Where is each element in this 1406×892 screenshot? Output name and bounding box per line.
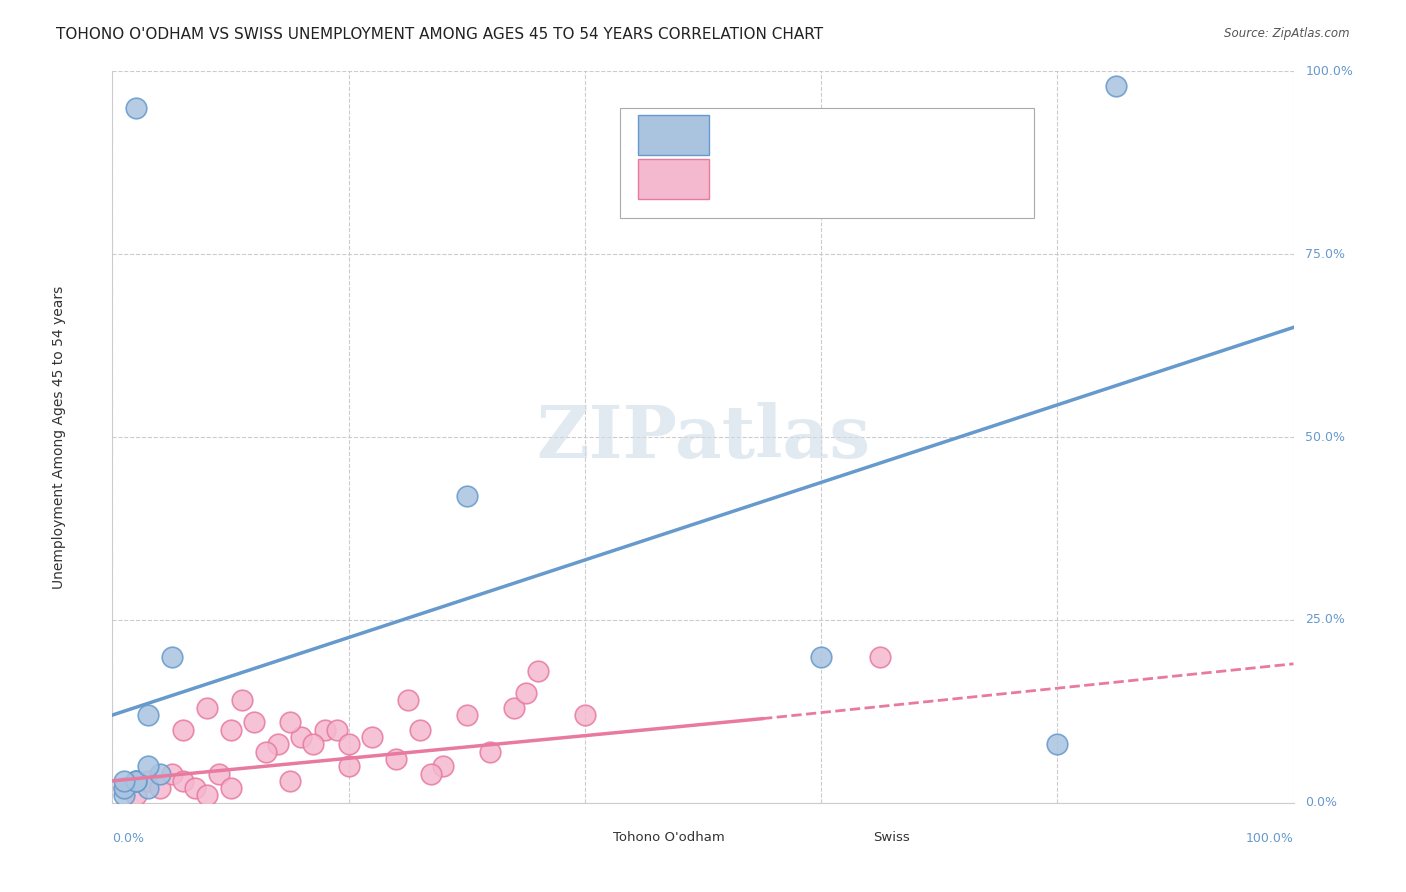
Point (172, 773, 194, 788)
Text: 0.0%: 0.0% (1305, 797, 1337, 809)
Point (219, 781, 242, 796)
Point (456, 489, 478, 503)
Point (479, 745, 502, 759)
Point (219, 723, 242, 737)
Point (112, 781, 135, 796)
FancyBboxPatch shape (638, 115, 709, 155)
Point (278, 715, 301, 730)
Point (195, 789, 218, 803)
Point (302, 737, 325, 751)
Point (503, 700, 526, 714)
Point (172, 723, 194, 737)
FancyBboxPatch shape (817, 822, 866, 853)
Point (254, 745, 277, 759)
Text: N =: N = (839, 128, 872, 144)
Point (515, 686, 537, 700)
Point (149, 766, 172, 780)
Text: R =: R = (721, 128, 752, 144)
Point (361, 730, 384, 744)
Point (278, 773, 301, 788)
Text: 75.0%: 75.0% (1305, 248, 1346, 260)
Text: 100.0%: 100.0% (1305, 65, 1353, 78)
Point (326, 723, 349, 737)
Point (112, 773, 135, 788)
Text: 16: 16 (875, 128, 893, 144)
Point (526, 664, 548, 678)
Point (810, 649, 832, 664)
Point (267, 737, 290, 751)
Text: Unemployment Among Ages 45 to 54 years: Unemployment Among Ages 45 to 54 years (52, 285, 66, 589)
Point (314, 723, 336, 737)
Point (125, 773, 148, 788)
Text: Tohono O'odham: Tohono O'odham (613, 831, 725, 845)
Point (125, 773, 148, 788)
Point (290, 730, 312, 744)
Text: TOHONO O'ODHAM VS SWISS UNEMPLOYMENT AMONG AGES 45 TO 54 YEARS CORRELATION CHART: TOHONO O'ODHAM VS SWISS UNEMPLOYMENT AMO… (56, 27, 824, 42)
Point (396, 693, 419, 707)
Point (160, 766, 183, 780)
Point (869, 649, 891, 664)
FancyBboxPatch shape (558, 822, 606, 853)
Point (112, 789, 135, 803)
Point (385, 752, 408, 766)
Text: Swiss: Swiss (873, 831, 910, 845)
Text: 0.0%: 0.0% (112, 832, 145, 845)
Text: N =: N = (839, 171, 872, 186)
Point (408, 723, 430, 737)
Text: 50.0%: 50.0% (1305, 431, 1346, 443)
Point (125, 789, 148, 803)
Point (136, 773, 159, 788)
Point (574, 708, 596, 723)
Point (243, 715, 266, 730)
Point (1105, 78, 1128, 93)
Point (184, 781, 207, 796)
Point (136, 708, 159, 723)
Point (456, 708, 478, 723)
Text: Source: ZipAtlas.com: Source: ZipAtlas.com (1225, 27, 1350, 40)
Point (112, 781, 135, 796)
Text: 100.0%: 100.0% (1246, 832, 1294, 845)
Point (337, 759, 360, 773)
Point (125, 773, 148, 788)
Point (337, 737, 360, 751)
Point (149, 781, 172, 796)
Point (208, 766, 231, 780)
FancyBboxPatch shape (620, 108, 1033, 218)
Text: ZIPatlas: ZIPatlas (536, 401, 870, 473)
Point (432, 759, 454, 773)
Point (136, 759, 159, 773)
Point (160, 649, 183, 664)
Text: 0.381: 0.381 (756, 171, 797, 186)
Point (231, 693, 253, 707)
Point (125, 101, 148, 115)
FancyBboxPatch shape (638, 159, 709, 199)
Point (420, 766, 443, 780)
Point (136, 781, 159, 796)
Point (195, 700, 218, 714)
Text: 38: 38 (875, 171, 893, 186)
Text: R =: R = (721, 171, 752, 186)
Text: 0.451: 0.451 (756, 128, 799, 144)
Text: 25.0%: 25.0% (1305, 614, 1346, 626)
Point (1046, 737, 1069, 751)
